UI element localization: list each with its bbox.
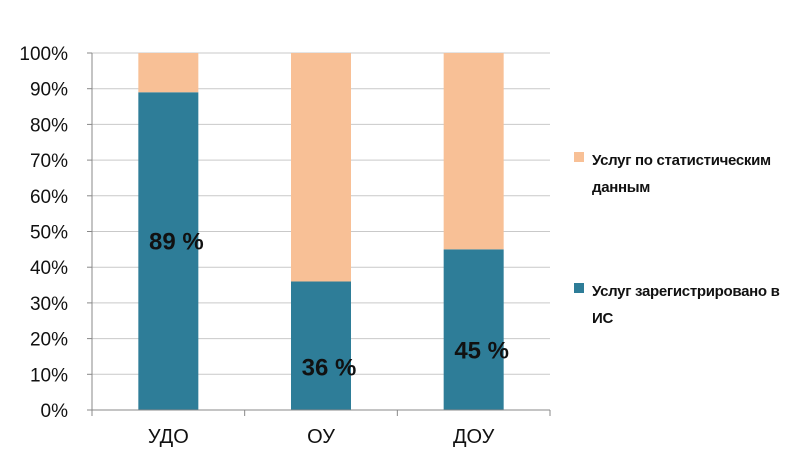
bar-statistics [138,53,199,93]
data-label: 89 % [149,229,204,256]
y-tick-label: 0% [41,401,69,422]
x-axis-category-labels: УДО ОУ ДОУ [148,426,495,448]
y-axis-tick-labels: 0% 10% 20% 30% 40% 50% 60% 70% 80% 90% 100% [19,44,68,422]
bar-registered [291,281,351,410]
bar-statistics [443,53,504,250]
x-category-label: ОУ [307,426,335,448]
legend-swatch-statistics [574,152,584,162]
y-tick-label: 90% [30,80,68,101]
y-tick-label: 30% [30,294,68,315]
y-tick-label: 40% [30,258,68,279]
y-tick-label: 20% [30,330,68,351]
y-tick-label: 60% [30,187,68,208]
y-tick-label: 70% [30,151,68,172]
bar-registered [443,249,504,410]
y-tick-label: 10% [30,365,68,386]
data-label: 45 % [454,338,509,365]
y-tick-label: 100% [19,44,68,65]
legend-label-statistics: Услуг по статистическим данным [592,152,771,196]
legend-swatch-registered [574,283,584,293]
data-label: 36 % [302,355,357,382]
data-labels: 89 % 36 % 45 % [149,229,509,382]
bars [138,53,504,411]
y-tick-label: 80% [30,115,68,136]
y-tick-label: 50% [30,223,68,244]
bar-statistics [291,53,351,282]
x-category-label: ДОУ [453,426,495,448]
legend-item-registered: Услуг зарегистрировано в ИС [574,278,802,332]
axes [87,52,551,416]
legend-label-registered: Услуг зарегистрировано в ИС [592,283,780,327]
legend-item-statistics: Услуг по статистическим данным [574,147,802,201]
bar-registered [138,92,199,411]
x-category-label: УДО [148,426,189,448]
